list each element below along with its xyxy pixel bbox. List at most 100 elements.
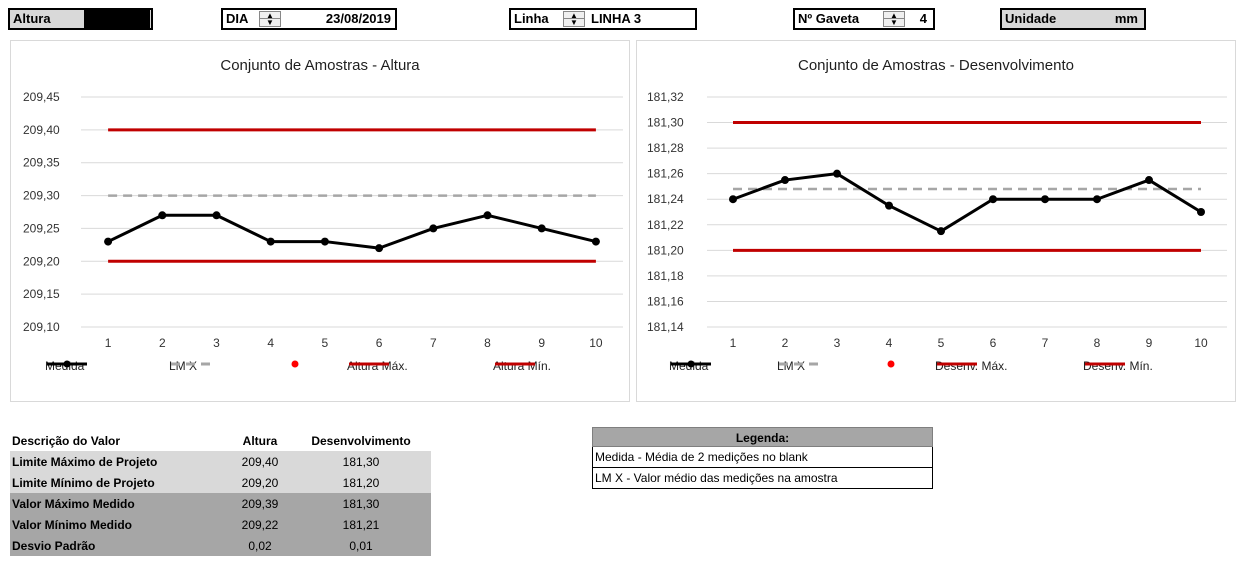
table-row: Limite Mínimo de Projeto 209,20 181,20: [10, 472, 431, 493]
legend-desenv-min: Desenv. Mín.: [1083, 359, 1153, 373]
data-point: [375, 244, 384, 253]
y-tick-label: 181,24: [647, 192, 684, 206]
linha-spin-up-icon[interactable]: ▲: [564, 12, 584, 20]
data-point: [937, 227, 945, 236]
x-tick-label: 6: [990, 336, 997, 350]
legend-table-row: LM X - Valor médio das medições na amost…: [592, 468, 933, 489]
y-tick-label: 181,32: [647, 90, 684, 104]
linha-spin-down-icon[interactable]: ▼: [570, 18, 578, 27]
legend-desenv-max: Desenv. Máx.: [935, 359, 1007, 373]
y-tick-label: 181,20: [647, 243, 684, 257]
y-tick-label: 209,25: [23, 221, 60, 235]
unidade-field: Unidade mm: [1000, 8, 1146, 30]
x-tick-label: 5: [322, 336, 329, 350]
linha-field[interactable]: Linha ▲ ▼ LINHA 3: [509, 8, 697, 30]
table-row: Limite Máximo de Projeto 209,40 181,30: [10, 451, 431, 472]
dia-spinner[interactable]: ▲ ▼: [259, 11, 281, 27]
legend-point-icon: [291, 360, 299, 368]
table-cell: Valor Máximo Medido: [12, 496, 135, 511]
y-tick-label: 181,26: [647, 167, 684, 181]
desenvolvimento-chart-title: Conjunto de Amostras - Desenvolvimento: [798, 57, 1074, 74]
dia-label: DIA: [226, 11, 249, 26]
y-tick-label: 181,18: [647, 269, 684, 283]
x-tick-label: 2: [782, 336, 789, 350]
legend-medida-2: Medida: [669, 359, 711, 373]
y-tick-label: 209,35: [23, 156, 60, 170]
table-row: Desvio Padrão 0,02 0,01: [10, 535, 431, 556]
table-cell: 0,02: [248, 538, 272, 553]
x-tick-label: 9: [538, 336, 545, 350]
y-tick-label: 181,30: [647, 116, 684, 130]
gaveta-spin-down-icon[interactable]: ▼: [890, 18, 898, 27]
y-tick-label: 209,10: [23, 320, 60, 334]
linha-spinner[interactable]: ▲ ▼: [563, 11, 585, 27]
legend-medida-2-swatch-icon: [671, 360, 711, 368]
legend-altura-min-swatch-icon: [495, 362, 535, 366]
table-cell: 181,20: [342, 475, 380, 490]
unidade-value: mm: [1114, 11, 1138, 26]
table-row: Valor Mínimo Medido 209,22 181,21: [10, 514, 431, 535]
legend-altura-max: Altura Máx.: [347, 359, 408, 373]
x-tick-label: 8: [1094, 336, 1101, 350]
altura-selector-label: Altura: [13, 11, 51, 26]
desenvolvimento-chart: Conjunto de Amostras - Desenvolvimento 1…: [636, 40, 1236, 402]
gaveta-value: 4: [919, 11, 927, 26]
altura-selector-value: [84, 10, 150, 28]
y-tick-label: 209,15: [23, 287, 60, 301]
x-tick-label: 1: [105, 336, 112, 350]
x-tick-label: 5: [938, 336, 945, 350]
table-cell: 181,21: [342, 517, 380, 532]
table-cell: Valor Mínimo Medido: [12, 517, 133, 532]
legend-desenv-min-swatch-icon: [1085, 362, 1125, 366]
stats-table: Descrição do Valor Altura Desenvolviment…: [10, 430, 431, 556]
gaveta-field[interactable]: Nº Gaveta ▲ ▼ 4: [793, 8, 935, 30]
dia-value: 23/08/2019: [325, 11, 391, 26]
data-point: [212, 211, 221, 220]
legend-medida: Medida: [45, 359, 87, 373]
table-cell: Limite Mínimo de Projeto: [12, 475, 155, 490]
altura-selector[interactable]: Altura: [8, 8, 153, 30]
legend-altura-min: Altura Mín.: [493, 359, 551, 373]
x-tick-label: 10: [1194, 336, 1208, 350]
x-tick-label: 3: [834, 336, 841, 350]
unidade-label: Unidade: [1005, 11, 1057, 26]
dia-spin-down-icon[interactable]: ▼: [266, 18, 274, 27]
dia-field[interactable]: DIA ▲ ▼ 23/08/2019: [221, 8, 397, 30]
y-tick-label: 181,28: [647, 141, 684, 155]
data-point: [429, 224, 438, 233]
stats-header-desenvolvimento: Desenvolvimento: [311, 433, 411, 448]
stats-header-row: Descrição do Valor Altura Desenvolviment…: [10, 430, 431, 451]
series-line-measure: [732, 172, 1202, 233]
data-point: [989, 195, 997, 204]
legend-lmx: LM X: [169, 359, 211, 373]
gaveta-label: Nº Gaveta: [798, 11, 860, 26]
dia-spin-up-icon[interactable]: ▲: [260, 12, 280, 20]
gaveta-spin-up-icon[interactable]: ▲: [884, 12, 904, 20]
stats-header-altura: Altura: [242, 433, 278, 448]
altura-chart: Conjunto de Amostras - Altura 209,45 209,…: [10, 40, 630, 402]
x-tick-label: 4: [886, 336, 893, 350]
table-row: Valor Máximo Medido 209,39 181,30: [10, 493, 431, 514]
x-tick-label: 4: [267, 336, 274, 350]
linha-value: LINHA 3: [591, 11, 642, 26]
legend-table: Legenda: Medida - Média de 2 medições no…: [592, 427, 933, 489]
data-point: [1145, 176, 1153, 185]
data-point: [1041, 195, 1049, 204]
data-point: [885, 201, 893, 210]
table-cell: Desvio Padrão: [12, 538, 96, 553]
legend-lmx-2: LM X: [777, 359, 819, 373]
data-point: [591, 237, 600, 246]
y-tick-label: 181,22: [647, 218, 684, 232]
legend-lmx-2-swatch-icon: [779, 362, 819, 366]
data-point: [729, 195, 737, 204]
series-line-measure: [107, 213, 597, 250]
y-tick-label: 209,30: [23, 189, 60, 203]
data-point: [537, 224, 546, 233]
gaveta-spinner[interactable]: ▲ ▼: [883, 11, 905, 27]
legend-altura-max-swatch-icon: [349, 362, 389, 366]
table-cell: 181,30: [342, 454, 380, 469]
y-tick-label: 209,20: [23, 254, 60, 268]
legend-table-row: Medida - Média de 2 medições no blank: [592, 447, 933, 468]
data-point: [833, 169, 841, 178]
table-cell: Limite Máximo de Projeto: [12, 454, 158, 469]
